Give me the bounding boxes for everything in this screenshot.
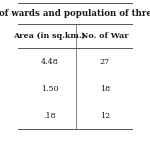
Text: No. of War: No. of War bbox=[81, 32, 129, 40]
Text: 1.50: 1.50 bbox=[41, 84, 58, 93]
Text: 18: 18 bbox=[100, 84, 110, 93]
Text: of wards and population of thre: of wards and population of thre bbox=[0, 9, 150, 18]
Text: Area (in sq.km.): Area (in sq.km.) bbox=[13, 32, 86, 40]
Text: 27: 27 bbox=[100, 57, 110, 66]
Text: 12: 12 bbox=[100, 111, 110, 120]
Text: .18: .18 bbox=[43, 111, 56, 120]
Text: 4.48: 4.48 bbox=[41, 57, 58, 66]
